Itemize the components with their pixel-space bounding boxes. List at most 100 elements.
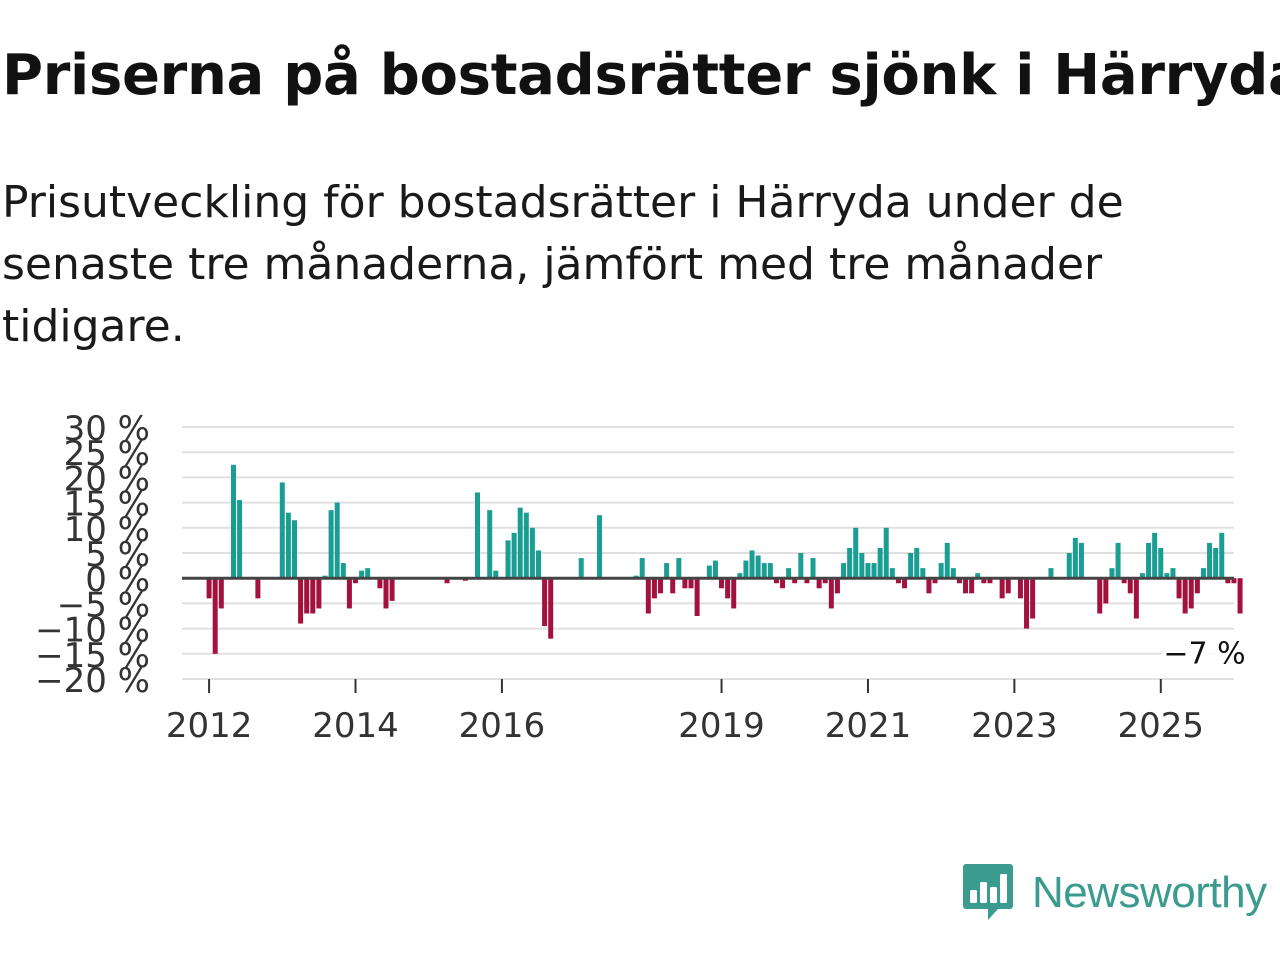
last-value-annotation: −7 % [1161, 631, 1246, 672]
bar [731, 578, 737, 609]
bar [664, 563, 670, 579]
bar [389, 578, 395, 601]
y-tick-label: 20 % [64, 459, 150, 499]
bar [548, 578, 554, 639]
bar [304, 578, 310, 614]
bar [944, 542, 950, 579]
bar [340, 563, 346, 579]
bar [1170, 568, 1176, 579]
bar [706, 565, 712, 579]
bar [926, 578, 932, 594]
bar [651, 578, 657, 599]
bar [578, 558, 584, 579]
bar [950, 568, 956, 579]
bar [1207, 542, 1213, 579]
bar [1005, 578, 1011, 594]
bar [291, 520, 297, 579]
bar [1225, 578, 1231, 584]
bar [1017, 578, 1023, 599]
bar [822, 578, 828, 584]
bar [1048, 568, 1054, 579]
bar [529, 527, 535, 579]
bar [773, 578, 779, 584]
x-tick-label: 2021 [825, 706, 912, 746]
bar [816, 578, 822, 589]
bar [767, 563, 773, 579]
x-tick-label: 2016 [459, 706, 546, 746]
bar [310, 578, 316, 614]
chart-subtitle: Prisutveckling för bostadsrätter i Härry… [2, 177, 1124, 352]
bar [316, 578, 322, 609]
bar [969, 578, 975, 594]
annotation-background [1161, 631, 1246, 672]
bar [1127, 578, 1133, 594]
bar [1194, 578, 1200, 594]
bar [1158, 547, 1164, 579]
bar [1097, 578, 1103, 614]
bar [1213, 547, 1219, 579]
bar [298, 578, 304, 624]
y-tick-label: 5 % [85, 535, 150, 575]
bar [1176, 578, 1182, 599]
x-tick-label: 2014 [312, 706, 399, 746]
bar [755, 555, 761, 579]
bar [877, 547, 883, 579]
bar [871, 563, 877, 579]
bar [798, 553, 804, 579]
bar [328, 510, 334, 579]
bar [346, 578, 352, 609]
bar [676, 558, 682, 579]
newsworthy-logo-icon [963, 864, 1013, 920]
bar [279, 482, 285, 579]
bar [938, 563, 944, 579]
bar [1164, 573, 1170, 579]
bar [383, 578, 389, 609]
bar [1152, 532, 1158, 579]
bar [444, 578, 450, 584]
bar [1109, 568, 1115, 579]
bar [792, 578, 798, 584]
bar [895, 578, 901, 584]
bar [743, 560, 749, 579]
x-tick-label: 2023 [971, 706, 1058, 746]
bar [639, 558, 645, 579]
y-tick-label: 0 % [85, 560, 150, 600]
bar [1072, 537, 1078, 579]
bar [1103, 578, 1109, 604]
bar [536, 550, 542, 579]
bar [493, 570, 499, 579]
bar [932, 578, 938, 584]
y-tick-label: 10 % [64, 510, 150, 550]
x-tick-label: 2019 [678, 706, 765, 746]
bar [841, 563, 847, 579]
bar [859, 553, 865, 579]
bar [645, 578, 651, 614]
newsworthy-logo: Newsworthy [962, 862, 1267, 924]
bar [834, 578, 840, 594]
bar [920, 568, 926, 579]
bar [737, 573, 743, 579]
bar [212, 578, 218, 654]
bar [1188, 578, 1194, 609]
bar [975, 573, 981, 579]
bar [1030, 578, 1036, 619]
bar [670, 578, 676, 594]
bar [359, 570, 365, 579]
bar [1121, 578, 1127, 584]
bar [853, 527, 859, 579]
bar [1231, 578, 1237, 584]
bar [694, 578, 700, 616]
bar [334, 502, 340, 579]
bar [883, 527, 889, 579]
bar [810, 558, 816, 579]
bar [365, 568, 371, 579]
bar [902, 578, 908, 589]
y-tick-label: −15 % [35, 636, 150, 676]
bar [1078, 542, 1084, 579]
bar [511, 532, 517, 579]
y-tick-label: 30 % [64, 409, 150, 449]
bar [688, 578, 694, 589]
bar [999, 578, 1005, 599]
y-axis-labels: 30 %25 %20 %15 %10 %5 %0 %−5 %−10 %−15 %… [35, 409, 150, 701]
bar [1024, 578, 1030, 629]
